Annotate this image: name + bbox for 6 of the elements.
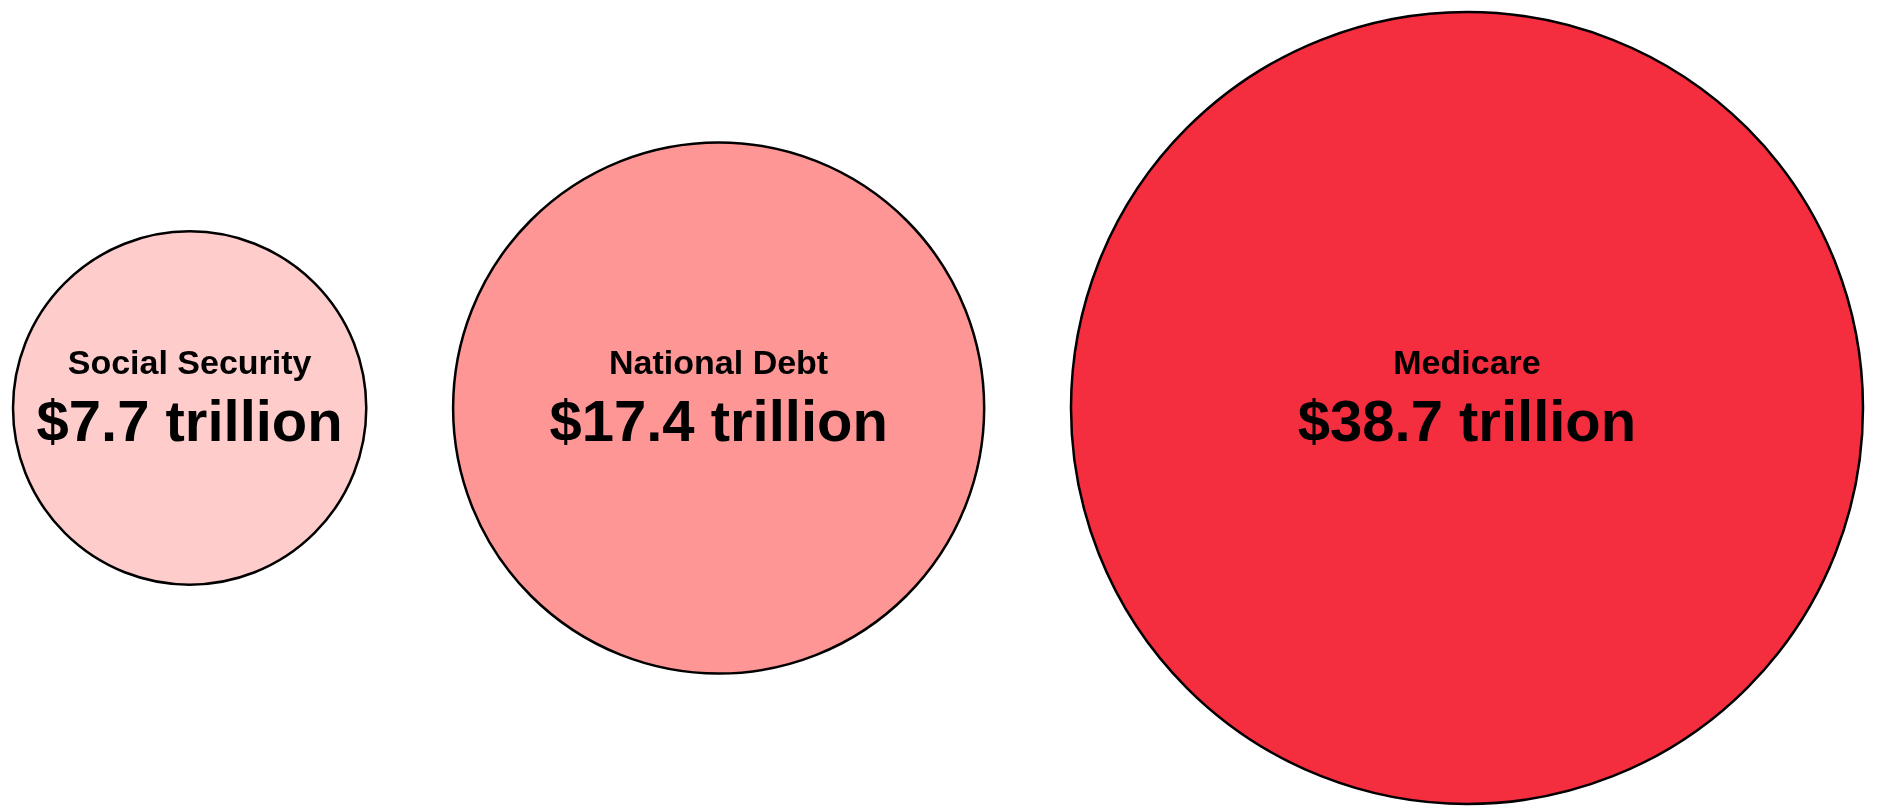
category-label: Medicare — [1393, 343, 1541, 381]
category-label: National Debt — [609, 343, 829, 381]
data-label: $38.7 trillion — [1297, 388, 1637, 453]
data-label: $17.4 trillion — [549, 388, 888, 453]
data-label: $7.7 trillion — [36, 388, 343, 453]
category-label: Social Security — [67, 343, 312, 381]
